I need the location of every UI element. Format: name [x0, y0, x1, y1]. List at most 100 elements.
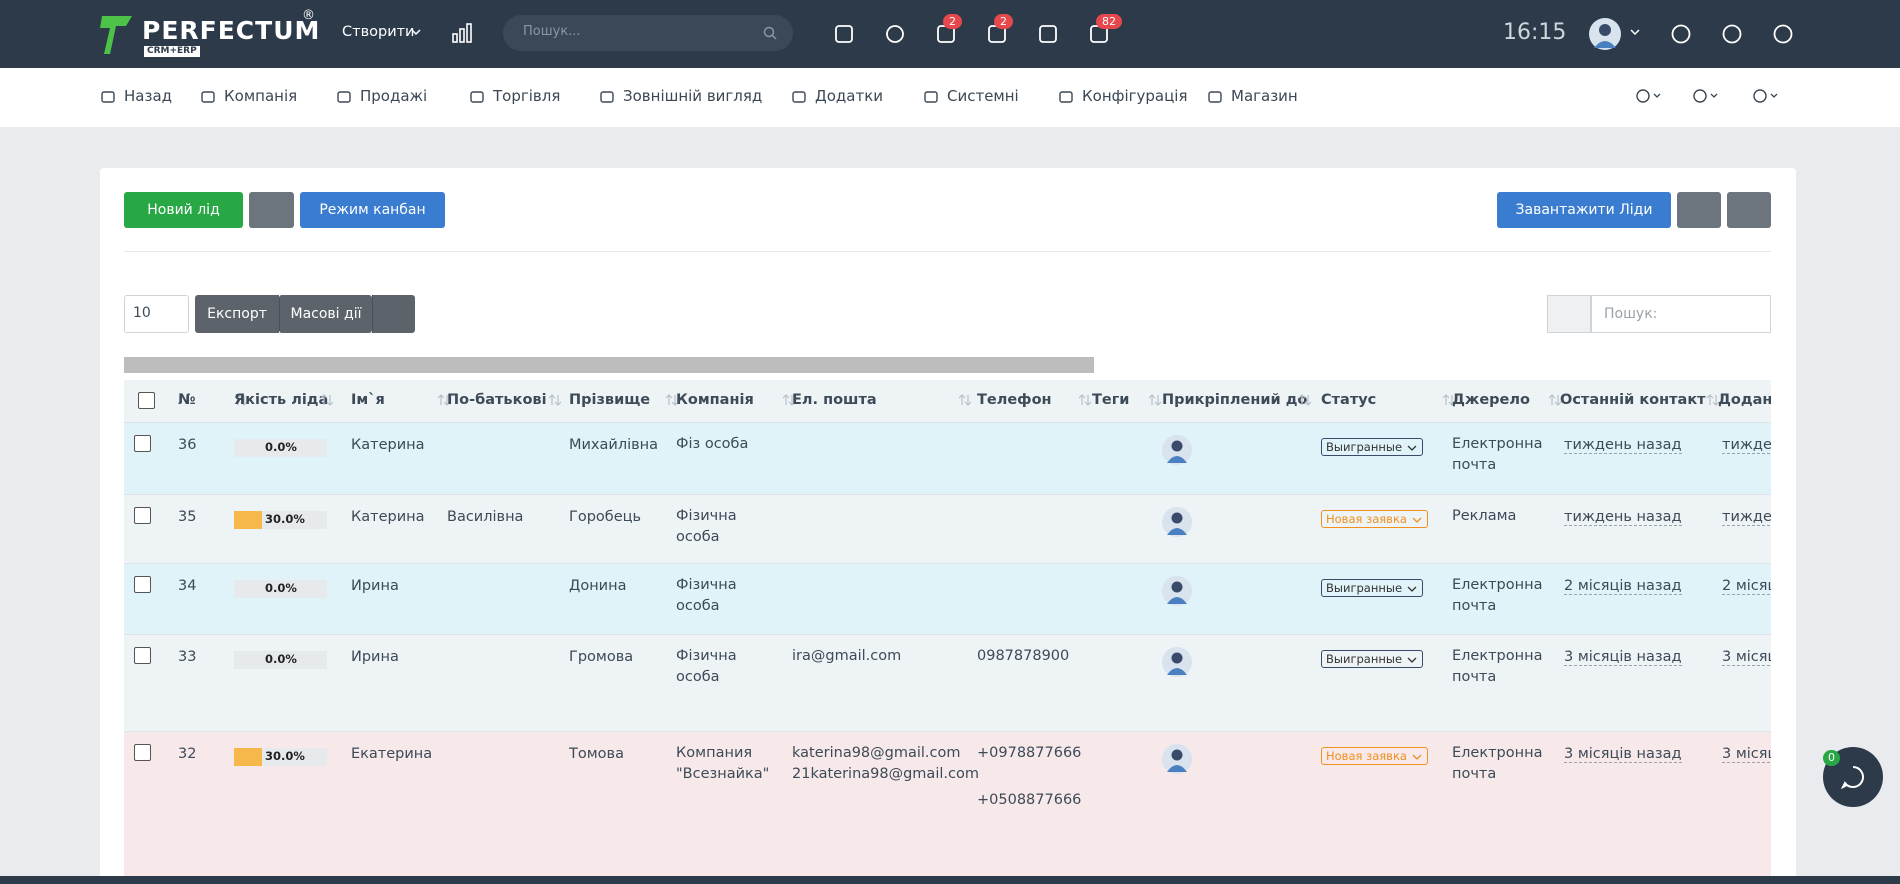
- nav-tool[interactable]: [1752, 88, 1780, 104]
- nav-tool[interactable]: [1692, 88, 1720, 104]
- sort-icon[interactable]: [234, 393, 248, 407]
- header-icon[interactable]: [1670, 23, 1692, 45]
- create-menu[interactable]: Створити: [342, 24, 415, 40]
- sort-icon[interactable]: [1706, 393, 1720, 407]
- header-icon[interactable]: [1037, 23, 1059, 45]
- nav-tool[interactable]: [1635, 88, 1663, 104]
- phone[interactable]: 0987878900: [977, 648, 1070, 664]
- phone[interactable]: +0508877666: [977, 792, 1082, 808]
- filter-button[interactable]: [1727, 192, 1771, 228]
- checkbox[interactable]: [134, 647, 151, 664]
- nav-item[interactable]: Магазин: [1231, 87, 1298, 105]
- last-contact[interactable]: тиждень назад: [1564, 509, 1682, 526]
- table-row: 33 0.0% Ирина Громова Фізична особа ira@gmail…: [124, 634, 1771, 731]
- nav-item[interactable]: Компанія: [224, 87, 298, 105]
- added[interactable]: 3 місяців назад: [1722, 746, 1771, 763]
- email[interactable]: ira@gmail.com: [792, 648, 902, 664]
- email[interactable]: katerina98@gmail.com: [792, 745, 961, 761]
- checkbox[interactable]: [138, 392, 155, 409]
- column-header[interactable]: Статус: [1321, 392, 1377, 408]
- header-icon[interactable]: [1721, 23, 1743, 45]
- header-icon[interactable]: [884, 23, 906, 45]
- nav-item[interactable]: Назад: [124, 87, 173, 105]
- sort-icon[interactable]: [958, 393, 972, 407]
- sort-icon[interactable]: [782, 393, 796, 407]
- last-contact[interactable]: 3 місяців назад: [1564, 746, 1682, 763]
- status-dropdown[interactable]: Выигранные: [1321, 650, 1424, 668]
- settings-button[interactable]: [1677, 192, 1721, 228]
- nav-item[interactable]: Зовнішній вигляд: [623, 87, 763, 105]
- phone[interactable]: +0978877666: [977, 745, 1082, 761]
- logo: PERFECTUM: [142, 16, 321, 45]
- nav-item[interactable]: Торгівля: [493, 87, 561, 105]
- column-header[interactable]: Ім`я: [351, 392, 385, 408]
- column-header[interactable]: Прізвище: [569, 392, 651, 408]
- sort-icon[interactable]: [1078, 393, 1092, 407]
- page-size-select[interactable]: 10: [124, 295, 189, 333]
- column-header[interactable]: Теги: [1092, 392, 1130, 408]
- column-header[interactable]: Прикріплений до: [1162, 392, 1308, 408]
- kanban-button[interactable]: Режим канбан: [300, 192, 445, 228]
- column-header[interactable]: Телефон: [977, 392, 1052, 408]
- header-search[interactable]: Пошук...: [503, 15, 793, 51]
- sort-icon[interactable]: [548, 393, 562, 407]
- scrollbar[interactable]: [124, 357, 1094, 373]
- stats-button[interactable]: [249, 192, 294, 228]
- checkbox[interactable]: [134, 576, 151, 593]
- lead-id: 36: [178, 437, 197, 453]
- assignee-avatar[interactable]: [1162, 507, 1192, 537]
- nav-item[interactable]: Продажі: [360, 87, 428, 105]
- download-button[interactable]: Завантажити Ліди: [1497, 192, 1671, 228]
- status-dropdown[interactable]: Новая заявка: [1321, 747, 1428, 765]
- sort-icon[interactable]: [1442, 393, 1456, 407]
- checkbox[interactable]: [134, 507, 151, 524]
- refresh-button[interactable]: [372, 295, 415, 333]
- assignee-avatar[interactable]: [1162, 576, 1192, 606]
- sort-icon[interactable]: [320, 393, 334, 407]
- column-header[interactable]: По-батькові: [447, 392, 547, 408]
- nav-item[interactable]: Конфігурація: [1082, 87, 1188, 105]
- header-icon[interactable]: [833, 23, 855, 45]
- bulk-actions-button[interactable]: Масові дії: [279, 295, 372, 333]
- avatar[interactable]: [1589, 18, 1621, 50]
- column-header[interactable]: Компанія: [676, 392, 754, 408]
- added[interactable]: тиждень назад: [1722, 437, 1771, 454]
- assignee-avatar[interactable]: [1162, 435, 1192, 465]
- email[interactable]: 21katerina98@gmail.com: [792, 766, 979, 782]
- added[interactable]: 2 місяців назад: [1722, 578, 1771, 595]
- sort-icon[interactable]: [665, 393, 679, 407]
- column-header[interactable]: №: [178, 392, 196, 408]
- quality-label: 0.0%: [265, 652, 297, 666]
- last-contact[interactable]: 3 місяців назад: [1564, 649, 1682, 666]
- sort-icon[interactable]: [1548, 393, 1562, 407]
- status-dropdown[interactable]: Новая заявка: [1321, 510, 1428, 528]
- nav-item[interactable]: Системні: [947, 87, 1019, 105]
- column-header[interactable]: Джерело: [1452, 392, 1530, 408]
- column-header[interactable]: Ел. пошта: [792, 392, 877, 408]
- export-button[interactable]: Експорт: [195, 295, 279, 333]
- sort-icon[interactable]: [1298, 393, 1312, 407]
- sort-icon[interactable]: [1148, 393, 1162, 407]
- last-contact[interactable]: 2 місяців назад: [1564, 578, 1682, 595]
- assignee-avatar[interactable]: [1162, 744, 1192, 774]
- header-icon[interactable]: [1772, 23, 1794, 45]
- table-search[interactable]: Пошук:: [1591, 295, 1771, 333]
- sort-icon[interactable]: [437, 393, 451, 407]
- column-header[interactable]: Додано: [1718, 392, 1771, 408]
- top-bar: [0, 0, 1900, 68]
- column-header[interactable]: Останній контакт: [1560, 392, 1706, 408]
- chevron: [1630, 29, 1640, 36]
- checkbox[interactable]: [134, 744, 151, 761]
- quality-track: [234, 439, 327, 457]
- nav-item[interactable]: Додатки: [815, 87, 884, 105]
- added[interactable]: тиждень назад: [1722, 509, 1771, 526]
- last-contact[interactable]: тиждень назад: [1564, 437, 1682, 454]
- stats-icon[interactable]: [451, 22, 473, 44]
- new-lead-button[interactable]: Новий лід: [124, 192, 243, 228]
- column-header[interactable]: Якість ліда: [234, 392, 329, 408]
- added[interactable]: 3 місяців назад: [1722, 649, 1771, 666]
- status-dropdown[interactable]: Выигранные: [1321, 579, 1424, 597]
- status-dropdown[interactable]: Выигранные: [1321, 438, 1424, 456]
- assignee-avatar[interactable]: [1162, 647, 1192, 677]
- checkbox[interactable]: [134, 435, 151, 452]
